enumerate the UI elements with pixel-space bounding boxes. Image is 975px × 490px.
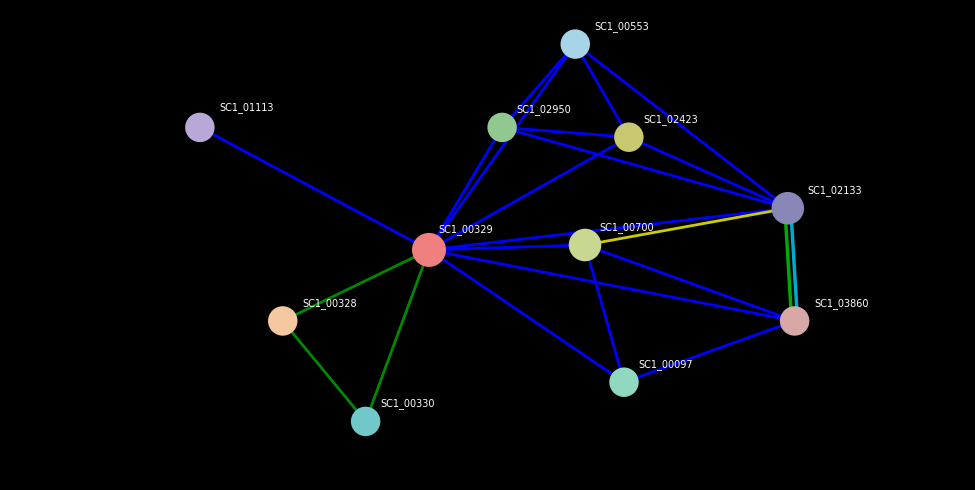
Point: [616, 378, 632, 386]
Text: SC1_00329: SC1_00329: [439, 224, 493, 235]
Text: SC1_00700: SC1_00700: [600, 222, 654, 233]
Text: SC1_02133: SC1_02133: [807, 185, 862, 196]
Text: SC1_00553: SC1_00553: [595, 21, 649, 32]
Text: SC1_00330: SC1_00330: [380, 398, 435, 409]
Point: [421, 246, 437, 254]
Point: [621, 133, 637, 141]
Point: [567, 40, 583, 48]
Text: SC1_02950: SC1_02950: [517, 104, 571, 115]
Text: SC1_00097: SC1_00097: [639, 359, 693, 370]
Text: SC1_00328: SC1_00328: [302, 298, 357, 309]
Text: SC1_03860: SC1_03860: [814, 298, 869, 309]
Point: [577, 241, 593, 249]
Point: [275, 317, 291, 325]
Point: [787, 317, 802, 325]
Point: [358, 417, 373, 425]
Point: [494, 123, 510, 131]
Point: [192, 123, 208, 131]
Point: [780, 204, 796, 212]
Text: SC1_01113: SC1_01113: [219, 102, 274, 113]
Text: SC1_02423: SC1_02423: [644, 114, 698, 125]
